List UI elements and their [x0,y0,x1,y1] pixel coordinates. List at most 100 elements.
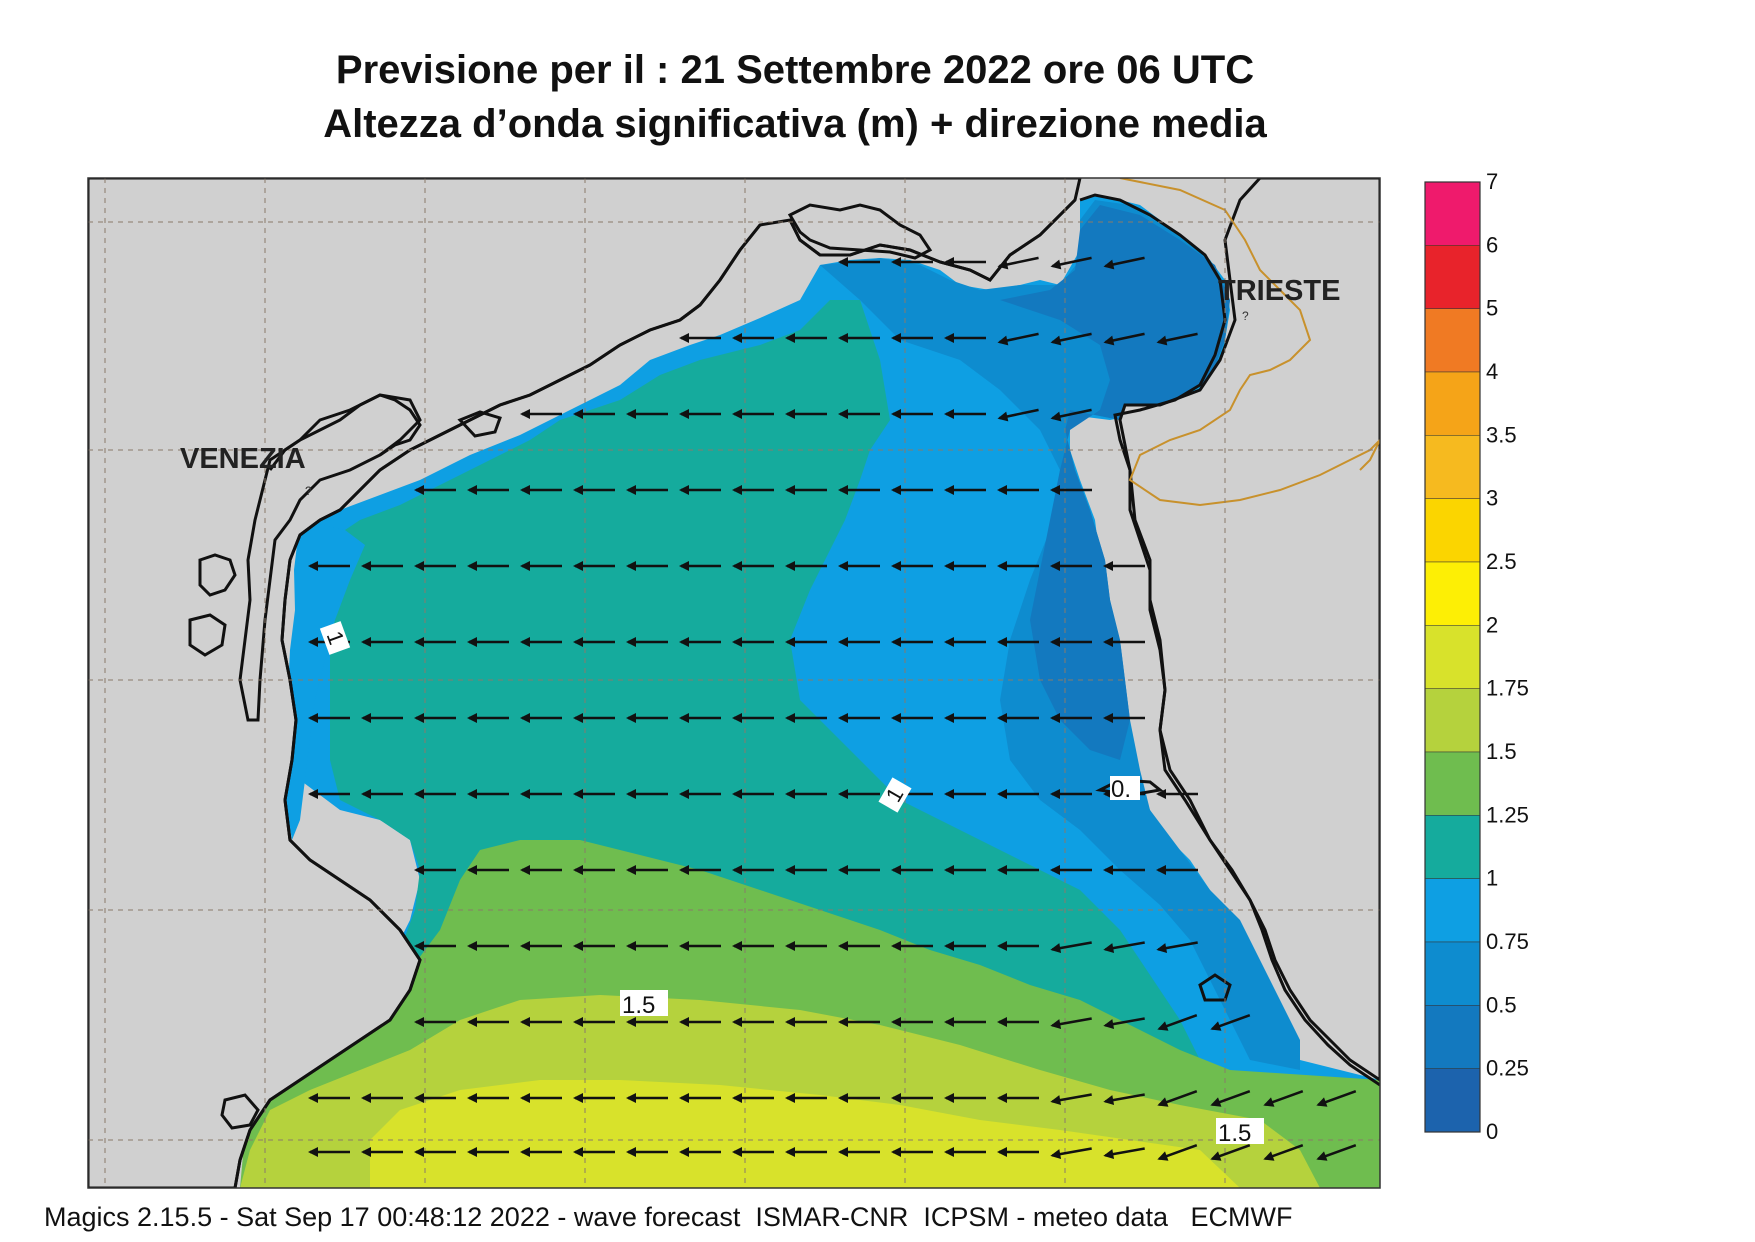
wave-arrow [308,789,350,799]
wave-arrow [997,865,1039,875]
colorbar-swatch [1424,625,1481,689]
wave-arrow [573,941,615,951]
wave-arrow [626,1147,668,1157]
wave-arrow [785,1093,827,1103]
city-marker-trieste: ? [1242,309,1249,323]
wave-arrow [732,333,774,343]
wave-arrow [1103,1147,1145,1160]
wave-arrow [785,561,827,571]
wave-arrow [891,941,933,951]
colorbar-tick-label: 3 [1486,486,1498,511]
colorbar-swatch [1424,751,1481,816]
wave-arrow [467,1093,509,1103]
wave-arrow [573,789,615,799]
wave-arrow [573,1147,615,1157]
wave-arrow [1050,637,1092,647]
colorbar-swatch [1424,815,1481,879]
wave-arrow [573,1017,615,1027]
wave-arrow [785,865,827,875]
svg-text:1.5: 1.5 [622,992,655,1019]
wave-arrow [732,561,774,571]
map-frame [87,177,1381,1189]
city-label-venezia: VENEZIA [180,443,306,475]
wave-arrow [732,1093,774,1103]
wave-arrow [838,1093,880,1103]
wave-arrow [997,789,1039,799]
wave-arrow [944,1093,986,1103]
wave-arrow [679,1017,721,1027]
wave-arrow [1050,408,1092,422]
wave-arrow [997,637,1039,647]
wave-arrow [944,713,986,723]
colorbar-swatch [1424,435,1481,499]
wave-arrow [997,485,1039,495]
colorbar-tick-label: 1.25 [1486,802,1529,827]
wave-arrow [679,1093,721,1103]
colorbar-swatch [1424,878,1481,943]
wave-arrow [1316,1143,1357,1161]
coastline [188,193,1380,1188]
wave-arrow [1050,561,1092,571]
wave-arrow [785,333,827,343]
wave-arrow [467,789,509,799]
wave-arrow [520,637,562,647]
wave-arrow [944,485,986,495]
wave-arrow [467,1017,509,1027]
colorbar-swatch [1424,498,1481,563]
wave-arrow [838,713,880,723]
wave-arrow [997,408,1039,422]
wave-arrow [944,333,986,343]
colorbar-tick-label: 0.25 [1486,1056,1529,1081]
wave-arrow [467,561,509,571]
wave-arrow [626,1093,668,1103]
wave-arrow [997,256,1039,270]
wave-arrow [1103,332,1145,346]
graticule [88,178,1380,1188]
wave-arrow [732,713,774,723]
wave-arrow [626,865,668,875]
city-label-trieste: TRIESTE [1218,275,1340,307]
wave-arrow [1156,865,1198,875]
country-border-east [1359,439,1380,471]
wave-arrow [944,865,986,875]
wave-arrow [891,1093,933,1103]
wave-arrow [626,941,668,951]
colorbar-swatch [1424,371,1481,436]
wave-arrow [1103,1093,1145,1106]
wave-arrow [1103,1017,1145,1030]
wave-arrow [785,485,827,495]
wave-arrow [785,1017,827,1027]
wave-arrow [414,637,456,647]
wave-arrow [626,485,668,495]
wave-arrow [838,865,880,875]
sea-band-0.25-0.5 [1000,205,1230,760]
wave-arrow [785,637,827,647]
wave-arrow [732,1147,774,1157]
wave-arrow [520,1093,562,1103]
wave-arrow [1156,332,1198,346]
wave-arrow [414,1017,456,1027]
colorbar-tick-label: 0.75 [1486,929,1529,954]
wave-arrow [626,1017,668,1027]
colorbar-tick-label: 5 [1486,296,1498,321]
wave-arrow [785,941,827,951]
wave-arrow [1103,865,1145,875]
colorbar-swatch [1424,1068,1481,1133]
wave-arrow [679,333,721,343]
colorbar-swatch [1424,181,1481,246]
wave-arrow [891,713,933,723]
wave-arrow [997,713,1039,723]
wave-arrow [467,865,509,875]
wave-arrow [838,1147,880,1157]
wave-arrow [626,713,668,723]
wave-arrow [361,789,403,799]
wave-arrow [626,409,668,419]
wave-arrow [944,1017,986,1027]
wave-arrow [1157,1013,1198,1031]
wave-arrow [838,485,880,495]
colorbar-legend: 7 6 5 4 3.5 3 2.5 2 1.75 1.5 1.25 1 0.75 0.5 0.25 0 [1424,169,1529,1144]
wave-arrow [414,485,456,495]
wave-arrow [573,637,615,647]
wave-arrow [520,1017,562,1027]
